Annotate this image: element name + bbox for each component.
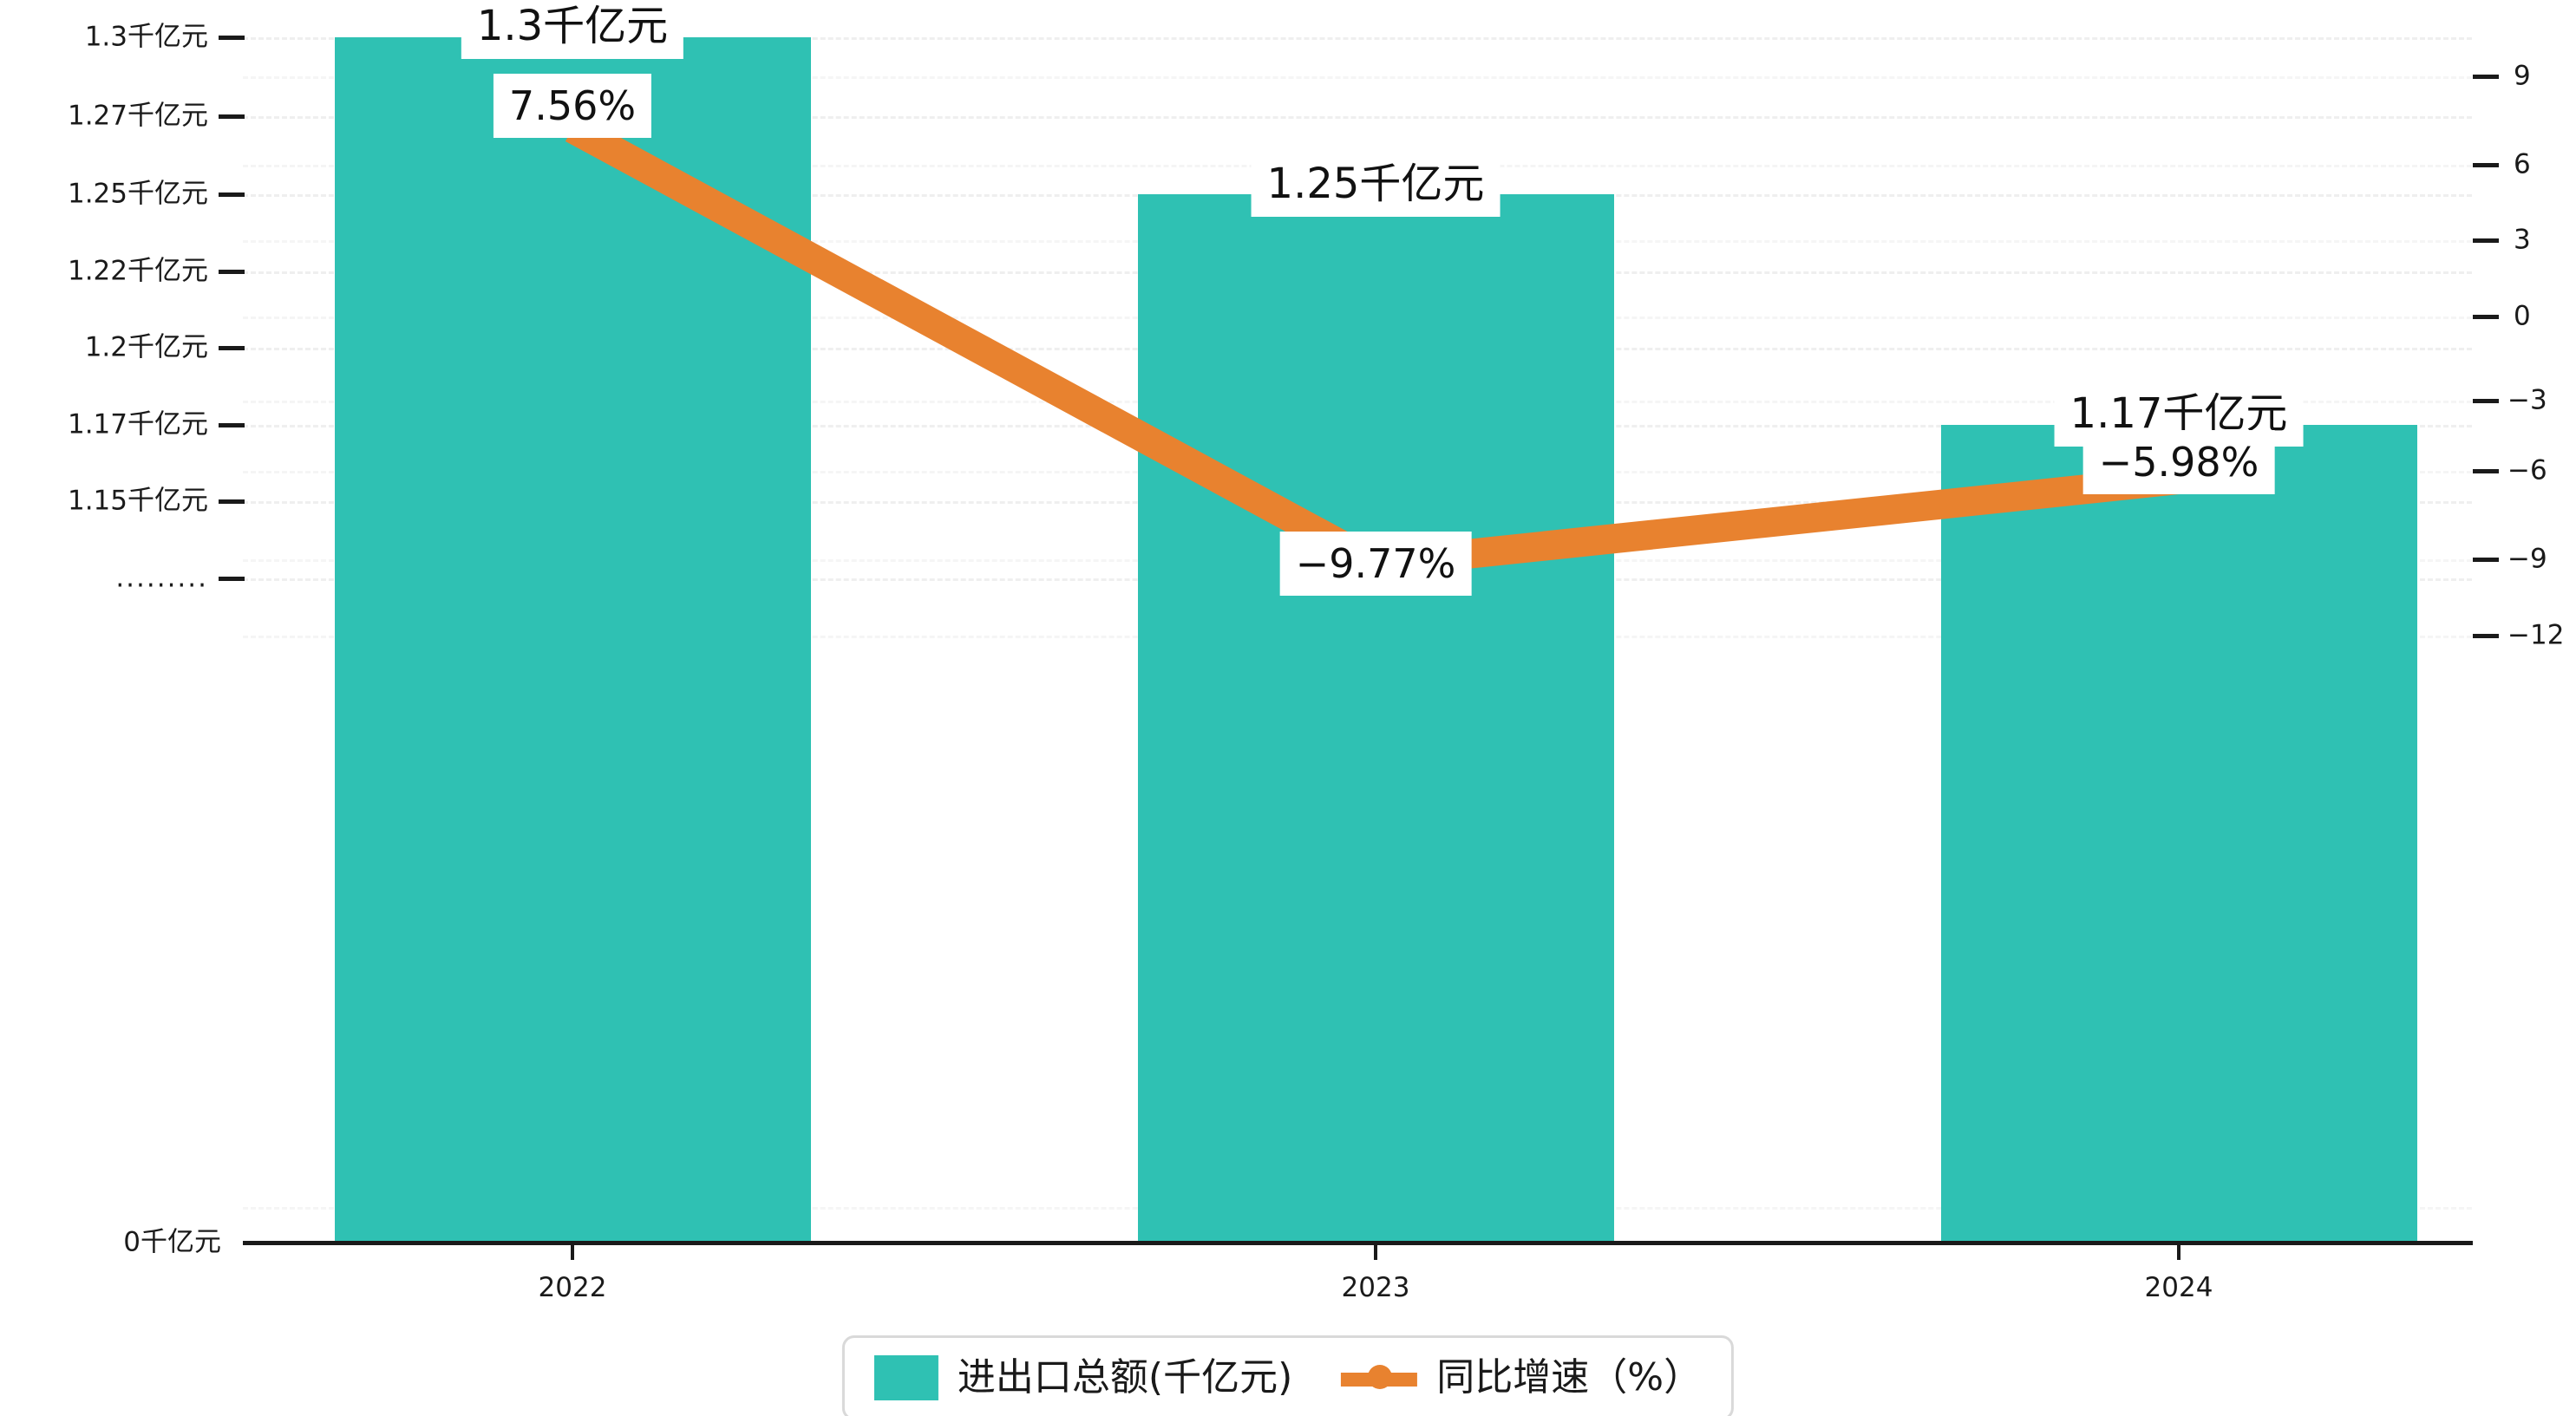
y-axis-label-left-0: 1.3千亿元 (84, 21, 208, 53)
x-axis-label-2023: 2023 (1341, 1272, 1410, 1303)
y-tick-left (219, 36, 245, 40)
gridline-major (243, 37, 2472, 40)
legend-item-import-export[interactable]: 进出口总额(千亿元) (873, 1355, 1293, 1400)
gridline-major (243, 116, 2472, 119)
y-axis-label-right-4: −3 (2507, 384, 2547, 416)
y-axis-label-left-6: 1.15千亿元 (67, 485, 208, 517)
y-tick-right (2473, 315, 2499, 319)
legend-label-import-export: 进出口总额(千亿元) (957, 1355, 1293, 1400)
y-tick-left (219, 270, 245, 274)
y-tick-left (219, 499, 245, 504)
line-data-label-2023: −9.77% (1279, 532, 1472, 596)
y-axis-label-left-5: 1.17千亿元 (67, 408, 208, 440)
line-data-label-2024: −5.98% (2082, 430, 2275, 494)
x-axis-label-2022: 2022 (538, 1272, 607, 1303)
y-axis-label-left-1: 1.27千亿元 (67, 100, 208, 132)
y-axis-label-right-3: 0 (2514, 300, 2531, 332)
legend-label-growth-rate: 同比增速（%） (1436, 1355, 1703, 1400)
y-axis-label-left-7: ......... (115, 562, 208, 594)
y-tick-left (219, 192, 245, 197)
bar-data-label-2023: 1.25千亿元 (1251, 151, 1500, 217)
chart-legend: 进出口总额(千亿元) 同比增速（%） (841, 1335, 1735, 1416)
y-tick-left (219, 577, 245, 581)
x-tick-2024 (2177, 1245, 2180, 1260)
legend-bar-swatch-icon (873, 1355, 938, 1400)
y-axis-label-right-0: 9 (2514, 60, 2531, 92)
y-tick-right (2473, 163, 2499, 167)
y-axis-label-right-6: −9 (2507, 543, 2547, 575)
y-tick-left (219, 346, 245, 350)
y-tick-left (219, 114, 245, 119)
y-tick-right (2473, 238, 2499, 243)
gridline-minor (243, 76, 2472, 79)
x-axis-label-2024: 2024 (2144, 1272, 2213, 1303)
y-axis-label-right-2: 3 (2514, 224, 2531, 256)
bar-2024[interactable] (1941, 425, 2417, 1243)
legend-line-swatch-icon (1341, 1365, 1418, 1391)
bar-2023[interactable] (1138, 194, 1614, 1243)
x-axis-line (243, 1241, 2473, 1245)
y-axis-label-left-2: 1.25千亿元 (67, 178, 208, 210)
y-axis-label-right-7: −12 (2507, 619, 2565, 651)
bar-2022[interactable] (335, 37, 811, 1243)
y-tick-right (2473, 469, 2499, 473)
y-axis-label-right-1: 6 (2514, 148, 2531, 180)
x-tick-2022 (571, 1245, 574, 1260)
y-axis-label-left-4: 1.2千亿元 (84, 331, 208, 363)
x-tick-2023 (1374, 1245, 1377, 1260)
legend-item-growth-rate[interactable]: 同比增速（%） (1341, 1359, 1702, 1397)
y-axis-label-left-8: 0千亿元 (123, 1226, 221, 1258)
y-tick-right (2473, 634, 2499, 638)
y-tick-right (2473, 399, 2499, 403)
y-axis-label-right-5: −6 (2507, 454, 2547, 486)
bar-data-label-2022: 1.3千亿元 (461, 0, 684, 59)
line-data-label-2022: 7.56% (493, 74, 652, 138)
y-tick-right (2473, 75, 2499, 79)
y-tick-left (219, 423, 245, 427)
y-tick-right (2473, 558, 2499, 562)
y-axis-label-left-3: 1.22千亿元 (67, 255, 208, 287)
